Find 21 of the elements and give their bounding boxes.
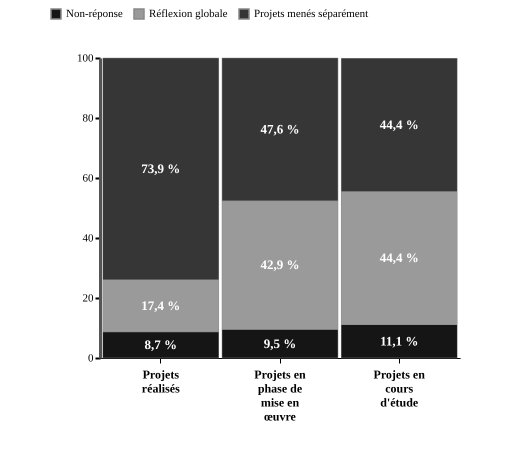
- data-label: 47,6 %: [260, 121, 300, 136]
- y-tick-label: 20: [82, 292, 94, 304]
- y-tick-label: 80: [82, 112, 94, 124]
- legend-label: Projets menés séparément: [254, 8, 368, 20]
- y-tick-label: 60: [82, 172, 94, 184]
- data-label: 17,4 %: [141, 298, 180, 313]
- y-tick-label: 100: [77, 52, 94, 64]
- data-label: 9,5 %: [264, 336, 296, 351]
- legend-label: Non-réponse: [66, 8, 123, 20]
- x-tick-label: Projets en cours d'étude: [373, 368, 426, 410]
- data-label: 42,9 %: [260, 257, 300, 272]
- data-label: 44,4 %: [380, 116, 419, 132]
- x-tick-label: Projets en phase de mise en œuvre: [254, 368, 306, 424]
- data-label: 11,1 %: [380, 333, 418, 348]
- y-tick-label: 40: [82, 232, 94, 244]
- legend-label: Réflexion globale: [149, 8, 228, 20]
- x-tick-label: Projets réalisés: [142, 368, 180, 396]
- y-tick-label: 0: [88, 352, 94, 364]
- data-label: 8,7 %: [144, 336, 178, 352]
- data-label: 73,9 %: [141, 160, 180, 176]
- data-label: 44,4 %: [380, 250, 419, 266]
